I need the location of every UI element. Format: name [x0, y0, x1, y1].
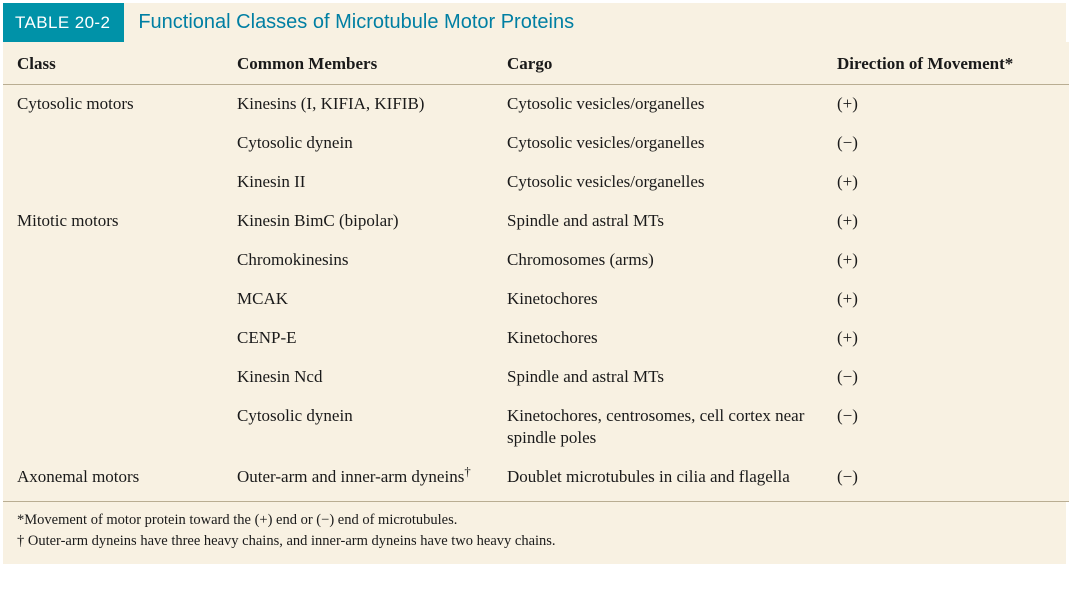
- col-direction: Direction of Movement*: [823, 42, 1069, 85]
- table-row: MCAK Kinetochores (+): [3, 280, 1069, 319]
- cell-class: Cytosolic motors: [3, 85, 223, 124]
- cell-cargo: Kinetochores: [493, 319, 823, 358]
- cell-cargo: Kinetochores: [493, 280, 823, 319]
- cell-class: [3, 319, 223, 358]
- table-row: Cytosolic dynein Kinetochores, centrosom…: [3, 397, 1069, 459]
- table-row: Kinesin II Cytosolic vesicles/organelles…: [3, 163, 1069, 202]
- table-20-2: TABLE 20-2 Functional Classes of Microtu…: [0, 0, 1069, 567]
- table-row: Chromokinesins Chromosomes (arms) (+): [3, 241, 1069, 280]
- footnote-dagger: † Outer-arm dyneins have three heavy cha…: [17, 531, 1052, 552]
- cell-member: Outer-arm and inner-arm dyneins†: [223, 458, 493, 501]
- col-cargo: Cargo: [493, 42, 823, 85]
- footnote-asterisk: *Movement of motor protein toward the (+…: [17, 510, 1052, 531]
- cell-dir: (+): [823, 202, 1069, 241]
- cell-dir: (+): [823, 241, 1069, 280]
- motor-proteins-table: Class Common Members Cargo Direction of …: [3, 42, 1069, 502]
- cell-cargo: Cytosolic vesicles/organelles: [493, 163, 823, 202]
- cell-class: [3, 241, 223, 280]
- cell-class: [3, 280, 223, 319]
- cell-member-text: Outer-arm and inner-arm dyneins: [237, 467, 464, 486]
- cell-member: Kinesin BimC (bipolar): [223, 202, 493, 241]
- table-row: Axonemal motors Outer-arm and inner-arm …: [3, 458, 1069, 501]
- cell-member: Chromokinesins: [223, 241, 493, 280]
- cell-member: Kinesins (I, KIFIA, KIFIB): [223, 85, 493, 124]
- cell-class: [3, 397, 223, 459]
- cell-cargo: Doublet microtubules in cilia and flagel…: [493, 458, 823, 501]
- table-row: Mitotic motors Kinesin BimC (bipolar) Sp…: [3, 202, 1069, 241]
- cell-dir: (−): [823, 124, 1069, 163]
- table-title: Functional Classes of Microtubule Motor …: [124, 3, 574, 42]
- cell-cargo: Cytosolic vesicles/organelles: [493, 124, 823, 163]
- cell-member: MCAK: [223, 280, 493, 319]
- cell-cargo: Spindle and astral MTs: [493, 358, 823, 397]
- table-row: Cytosolic motors Kinesins (I, KIFIA, KIF…: [3, 85, 1069, 124]
- cell-dir: (+): [823, 319, 1069, 358]
- cell-dir: (−): [823, 358, 1069, 397]
- cell-class: [3, 124, 223, 163]
- cell-member: Cytosolic dynein: [223, 124, 493, 163]
- cell-class: [3, 163, 223, 202]
- table-footnotes: *Movement of motor protein toward the (+…: [3, 502, 1066, 564]
- cell-cargo: Spindle and astral MTs: [493, 202, 823, 241]
- table-header-row: Class Common Members Cargo Direction of …: [3, 42, 1069, 85]
- cell-cargo: Chromosomes (arms): [493, 241, 823, 280]
- cell-class: [3, 358, 223, 397]
- cell-class: Axonemal motors: [3, 458, 223, 501]
- cell-cargo: Cytosolic vesicles/organelles: [493, 85, 823, 124]
- cell-dir: (+): [823, 163, 1069, 202]
- cell-dir: (+): [823, 85, 1069, 124]
- cell-dir: (−): [823, 397, 1069, 459]
- cell-dir: (+): [823, 280, 1069, 319]
- cell-member: Kinesin Ncd: [223, 358, 493, 397]
- table-row: Cytosolic dynein Cytosolic vesicles/orga…: [3, 124, 1069, 163]
- table-row: CENP-E Kinetochores (+): [3, 319, 1069, 358]
- cell-member: Cytosolic dynein: [223, 397, 493, 459]
- cell-cargo: Kinetochores, centrosomes, cell cortex n…: [493, 397, 823, 459]
- table-row: Kinesin Ncd Spindle and astral MTs (−): [3, 358, 1069, 397]
- cell-member: CENP-E: [223, 319, 493, 358]
- dagger-sup: †: [464, 465, 470, 479]
- cell-member: Kinesin II: [223, 163, 493, 202]
- col-class: Class: [3, 42, 223, 85]
- cell-dir: (−): [823, 458, 1069, 501]
- table-title-row: TABLE 20-2 Functional Classes of Microtu…: [3, 3, 1066, 42]
- cell-class: Mitotic motors: [3, 202, 223, 241]
- table-number-badge: TABLE 20-2: [3, 3, 124, 42]
- col-members: Common Members: [223, 42, 493, 85]
